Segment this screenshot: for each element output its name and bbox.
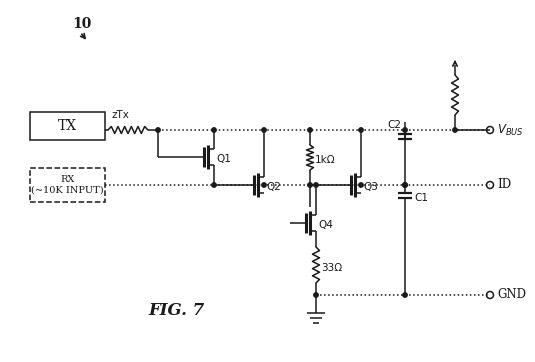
Text: TX: TX [58,119,77,133]
Text: Q2: Q2 [266,182,281,192]
Text: zTx: zTx [111,110,129,120]
Circle shape [486,181,493,189]
Circle shape [308,128,312,132]
Text: 33Ω: 33Ω [321,263,342,273]
Bar [30,112,105,140]
Text: Q4: Q4 [318,220,333,230]
Circle shape [486,126,493,134]
Text: RX
(~10K INPUT): RX (~10K INPUT) [31,175,104,195]
Circle shape [262,183,266,187]
Circle shape [212,128,216,132]
Circle shape [314,183,318,187]
Text: ID: ID [497,178,511,191]
Circle shape [403,183,407,187]
Circle shape [403,183,407,187]
Circle shape [262,128,266,132]
Text: Q3: Q3 [363,182,378,192]
Circle shape [212,183,216,187]
Circle shape [359,128,363,132]
Circle shape [453,128,457,132]
Circle shape [403,128,407,132]
Text: C2: C2 [387,120,401,130]
Text: 1kΩ: 1kΩ [315,155,335,165]
Circle shape [308,183,312,187]
Circle shape [156,128,160,132]
Text: GND: GND [497,289,526,302]
Text: C1: C1 [414,193,428,203]
Text: $V_{BUS}$: $V_{BUS}$ [497,122,524,138]
Circle shape [359,183,363,187]
Circle shape [314,293,318,297]
Circle shape [403,293,407,297]
Bar [30,168,105,202]
Circle shape [486,291,493,299]
Text: Q1: Q1 [216,154,231,164]
Text: 10: 10 [72,17,91,31]
Text: FIG. 7: FIG. 7 [148,302,204,319]
